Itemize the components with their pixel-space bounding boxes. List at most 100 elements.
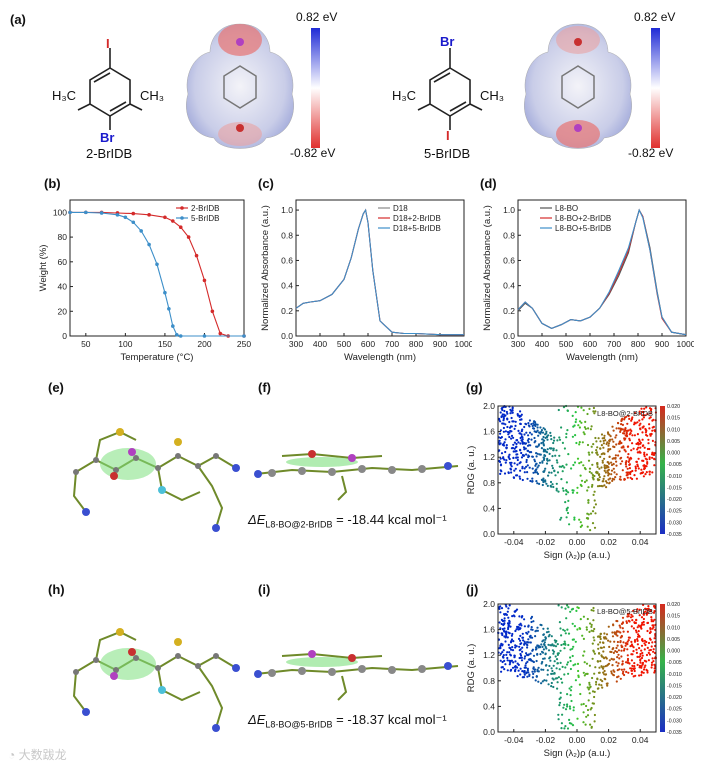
scatter-point <box>518 432 521 435</box>
scatter-point <box>512 450 515 453</box>
scatter-point <box>598 683 601 686</box>
scatter-point <box>579 618 582 621</box>
scatter-point <box>576 606 579 609</box>
scatter-point <box>510 471 513 474</box>
scatter-point <box>587 427 590 430</box>
scatter-point <box>626 630 629 633</box>
scatter-point <box>591 522 595 525</box>
scatter-point <box>507 433 510 436</box>
scatter-point <box>647 641 651 645</box>
scatter-point <box>616 656 619 659</box>
y-tick-label: 2.0 <box>483 599 495 609</box>
scatter-point <box>633 665 636 668</box>
scatter-point <box>635 442 638 445</box>
scatter-point <box>643 414 646 417</box>
scatter-point <box>549 434 552 437</box>
scatter-point <box>588 407 591 410</box>
scatter-point <box>512 640 515 643</box>
scatter-point <box>642 623 645 626</box>
scatter-point <box>510 638 514 641</box>
scatter-point <box>508 453 511 456</box>
scatter-point <box>586 714 590 717</box>
scatter-point <box>518 649 521 652</box>
scatter-point <box>603 677 606 680</box>
scatter-point <box>550 485 553 488</box>
scatter-point <box>600 684 603 687</box>
scatter-point <box>510 437 513 440</box>
scatter-point <box>535 462 538 465</box>
scatter-point <box>643 455 646 458</box>
scatter-point <box>611 631 614 634</box>
scatter-point <box>646 621 650 624</box>
scatter-point <box>514 644 517 647</box>
scatter-point <box>513 669 517 672</box>
scatter-point <box>616 421 620 425</box>
scatter-point <box>531 628 534 631</box>
scatter-point <box>615 473 618 476</box>
data-point-2-BrIDB <box>218 331 223 336</box>
scatter-point <box>623 418 626 421</box>
scatter-point <box>583 650 586 653</box>
y-tick-label: 0.8 <box>281 230 293 240</box>
scatter-point <box>565 463 568 466</box>
scatter-point <box>503 622 506 626</box>
scatter-point <box>626 429 629 432</box>
scatter-point <box>603 457 606 460</box>
scatter-point <box>612 624 615 627</box>
x-tick-label: 900 <box>655 339 669 349</box>
data-point-5-BrIDB <box>242 334 246 338</box>
scatter-point <box>527 658 530 661</box>
scatter-point <box>536 423 539 426</box>
scatter-point <box>529 479 532 483</box>
scatter-point <box>638 608 641 611</box>
scatter-point <box>505 605 508 608</box>
scatter-point <box>648 457 651 461</box>
scatter-point <box>513 427 516 430</box>
scatter-point <box>505 459 508 462</box>
scatter-point <box>594 512 597 515</box>
scatter-point <box>596 446 599 449</box>
scatter-point <box>570 722 573 725</box>
scatter-point <box>631 653 634 656</box>
scatter-point <box>540 650 544 653</box>
scatter-point <box>585 662 589 665</box>
scatter-point <box>548 471 551 474</box>
scatter-point <box>558 454 561 457</box>
scatter-point <box>640 666 643 669</box>
delta-e-subscript-i: L8-BO@5-BrIDB <box>265 719 333 730</box>
scatter-point <box>511 646 514 649</box>
scatter-point <box>540 668 543 671</box>
scatter-point <box>526 669 529 672</box>
scatter-point <box>598 467 601 470</box>
scatter-point <box>520 433 523 436</box>
scatter-point <box>597 671 601 674</box>
watermark: ◔ 大数跋龙 <box>8 746 67 763</box>
scatter-point <box>603 632 606 635</box>
scatter-point <box>554 655 557 658</box>
scatter-point <box>554 677 557 680</box>
plot-frame <box>295 199 465 337</box>
scatter-point <box>500 670 503 673</box>
watermark-icon: ◔ <box>8 748 16 762</box>
esp-max-right: 0.82 eV <box>634 10 676 24</box>
scatter-point <box>562 628 565 631</box>
scatter-point <box>643 666 646 669</box>
scatter-point <box>518 415 521 418</box>
x-axis-label: Temperature (°C) <box>121 352 194 363</box>
esp-scale-bar-right <box>651 28 660 148</box>
chart-j-rdg: -0.04 -0.02 0.00 0.02 0.04 0.0 0.4 0.8 1.2 1.6 2.0… <box>466 599 682 759</box>
scatter-point <box>553 660 556 663</box>
scatter-point <box>544 454 547 457</box>
scatter-point <box>646 629 649 633</box>
scatter-point <box>628 636 631 639</box>
scatter-point <box>542 648 545 651</box>
scatter-point <box>502 649 505 652</box>
scatter-point <box>525 652 528 655</box>
scatter-point <box>520 456 524 459</box>
scatter-point <box>628 463 631 466</box>
scatter-point <box>644 473 647 476</box>
scatter-point <box>578 441 581 444</box>
y-tick-label: 40 <box>58 282 68 292</box>
scatter-point <box>626 615 629 618</box>
scatter-point <box>615 434 618 437</box>
